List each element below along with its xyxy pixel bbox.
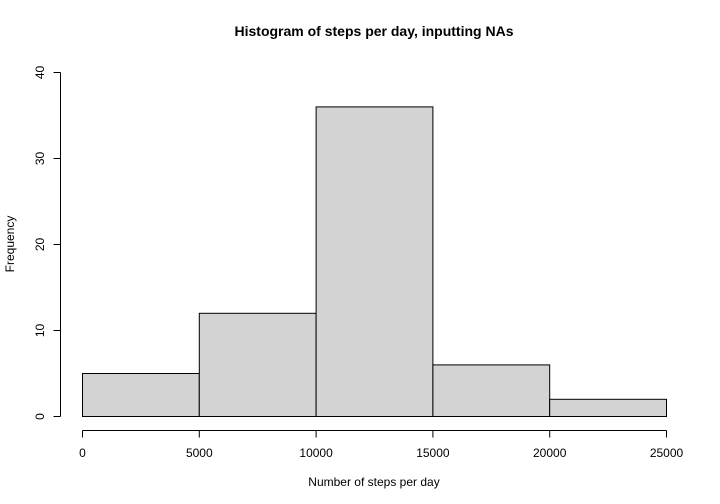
x-tick-label-5: 25000	[650, 446, 684, 460]
histogram-bar-4	[549, 398, 668, 417]
x-tick-label-2: 10000	[299, 446, 333, 460]
histogram-bar-3	[432, 364, 551, 417]
x-axis: 0 5000 10000 15000 20000 25000	[79, 430, 684, 460]
chart-title: Histogram of steps per day, inputting NA…	[235, 23, 514, 39]
histogram-bar-0	[82, 373, 200, 417]
y-tick-label-2: 20	[33, 238, 47, 252]
y-tick-label-3: 30	[33, 152, 47, 166]
y-tick-label-0: 0	[33, 413, 47, 420]
bars-group	[82, 106, 668, 418]
y-axis-label: Frequency	[3, 216, 17, 273]
x-axis-label: Number of steps per day	[308, 475, 439, 489]
y-tick-label-4: 40	[33, 66, 47, 80]
x-tick-label-3: 15000	[416, 446, 450, 460]
x-tick-label-1: 5000	[186, 446, 213, 460]
x-tick-label-0: 0	[79, 446, 86, 460]
y-tick-label-1: 10	[33, 324, 47, 338]
histogram-bar-2	[315, 106, 434, 418]
y-axis: 0 10 20 30 40	[33, 66, 61, 420]
histogram-bar-1	[198, 312, 317, 417]
x-tick-label-4: 20000	[533, 446, 567, 460]
